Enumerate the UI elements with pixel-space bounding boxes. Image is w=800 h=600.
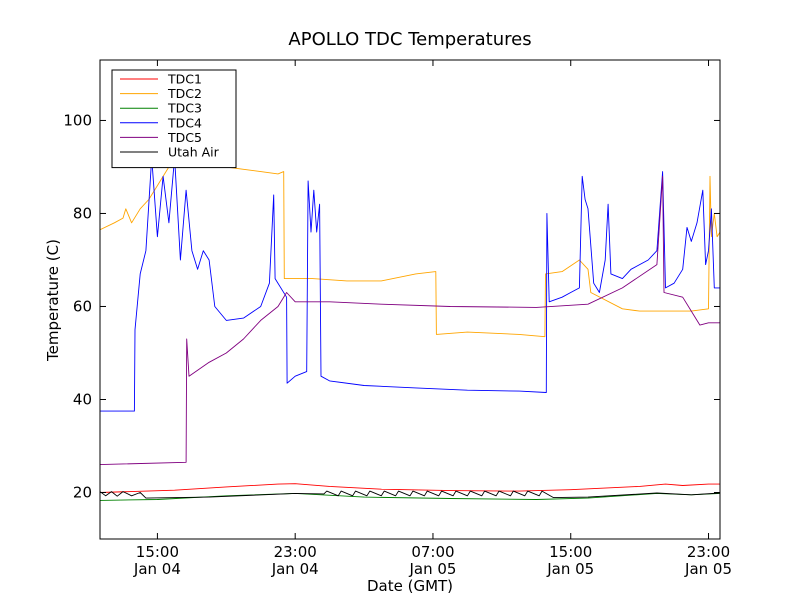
legend-label-3: TDC3 — [167, 101, 202, 116]
series-layer — [100, 157, 720, 501]
x-tick-date-5: Jan 05 — [684, 560, 732, 578]
x-axis-label: Date (GMT) — [367, 577, 453, 595]
y-tick-label-1: 20 — [73, 483, 92, 501]
chart-title: APOLLO TDC Temperatures — [288, 29, 531, 50]
legend-label-5: TDC5 — [167, 130, 202, 145]
x-tick-time-2: 23:00 — [274, 543, 317, 561]
x-tick-time-1: 15:00 — [136, 543, 179, 561]
x-tick-time-3: 07:00 — [411, 543, 454, 561]
legend-label-2: TDC2 — [167, 86, 202, 101]
x-tick-time-5: 23:00 — [687, 543, 730, 561]
legend-label-6: Utah Air — [168, 145, 220, 160]
series-line-6 — [100, 490, 720, 499]
x-tick-date-4: Jan 05 — [546, 560, 594, 578]
y-tick-label-5: 100 — [63, 111, 92, 129]
legend-label-4: TDC4 — [167, 115, 202, 130]
legend-box — [111, 69, 237, 169]
series-line-4 — [100, 157, 720, 412]
x-tick-time-4: 15:00 — [549, 543, 592, 561]
y-tick-label-3: 60 — [73, 297, 92, 315]
legend-label-1: TDC1 — [167, 72, 202, 87]
series-line-5 — [100, 175, 720, 466]
plot-frame — [99, 59, 721, 540]
x-tick-date-3: Jan 05 — [408, 560, 456, 578]
series-line-1 — [100, 483, 720, 493]
series-line-2 — [100, 157, 720, 338]
y-tick-label-4: 80 — [73, 204, 92, 222]
x-tick-date-2: Jan 04 — [271, 560, 319, 578]
x-tick-date-1: Jan 04 — [133, 560, 181, 578]
y-tick-label-2: 40 — [73, 390, 92, 408]
y-axis-label: Temperature (C) — [44, 239, 62, 362]
